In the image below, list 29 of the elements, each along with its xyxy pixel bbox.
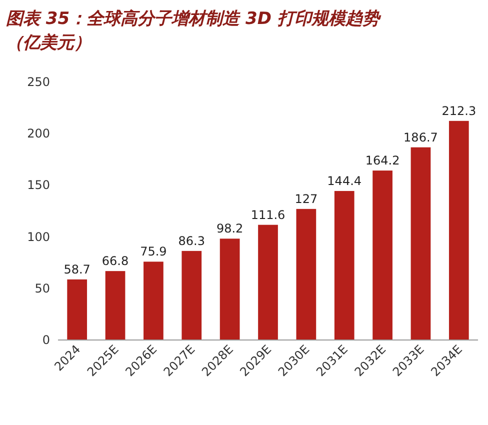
data-label: 186.7 — [404, 130, 438, 144]
data-label: 212.3 — [442, 104, 476, 118]
bar — [67, 279, 88, 340]
data-label: 86.3 — [178, 234, 205, 248]
bar — [410, 147, 431, 340]
bar — [296, 208, 316, 340]
bar — [220, 238, 240, 340]
data-label: 127 — [294, 192, 318, 206]
data-label: 58.7 — [64, 262, 90, 276]
bar — [334, 190, 354, 340]
data-label: 164.2 — [365, 154, 400, 168]
data-label: 111.6 — [250, 208, 286, 222]
y-tick-label: 100 — [27, 230, 50, 244]
bar — [448, 120, 469, 340]
data-label: 98.2 — [216, 222, 244, 236]
bar — [372, 170, 392, 340]
y-tick-label: 150 — [27, 178, 50, 192]
bar — [105, 271, 126, 340]
data-label: 66.8 — [102, 254, 129, 268]
data-label: 75.9 — [140, 244, 167, 259]
y-tick-label: 250 — [27, 75, 50, 89]
data-label: 144.4 — [327, 174, 362, 188]
y-tick-label: 200 — [27, 126, 50, 141]
bar — [258, 224, 278, 340]
bar — [144, 262, 164, 340]
bar — [182, 250, 202, 340]
y-tick-label: 50 — [34, 281, 50, 296]
y-tick-label: 0 — [42, 333, 50, 347]
chart-title: 图表 35：全球高分子增材制造 3D 打印规模趋势（亿美元） — [6, 9, 382, 53]
